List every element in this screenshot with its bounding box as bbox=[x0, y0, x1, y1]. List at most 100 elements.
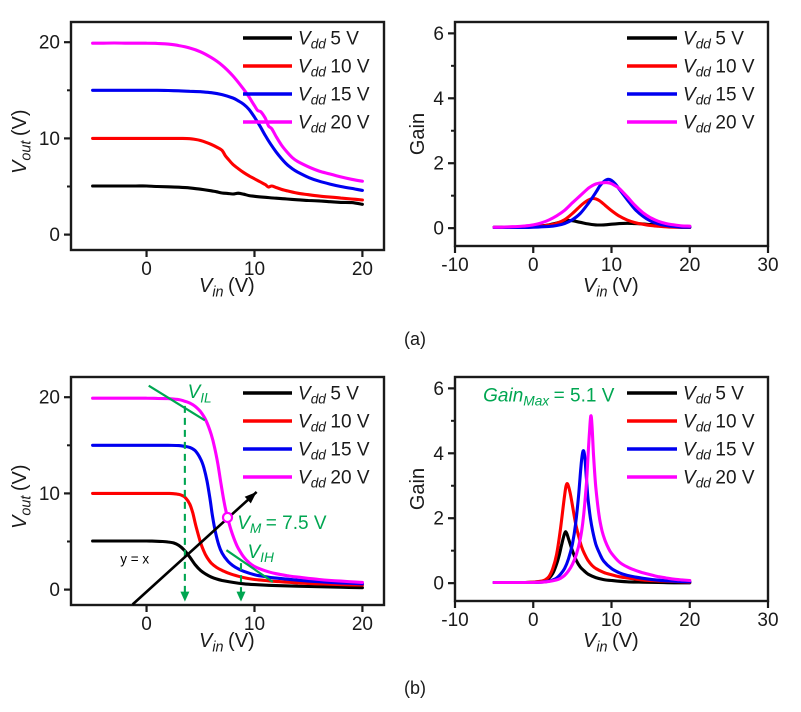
x-tick-label: 0 bbox=[528, 610, 539, 631]
axes: -10 0 10 20 30 0 2 4 6 bbox=[433, 20, 779, 276]
x-tick-label: 10 bbox=[244, 259, 265, 280]
legend-label-vdd15: Vdd 15 V bbox=[683, 440, 755, 463]
curve-vdd15 bbox=[91, 88, 364, 192]
x-tick-label: 30 bbox=[757, 255, 778, 276]
y-axis-title: Vout(V) bbox=[9, 464, 34, 529]
y-tick-label: 6 bbox=[433, 379, 444, 400]
x-tick-label: 20 bbox=[679, 255, 700, 276]
chart-panel-a-left-vout-vin: 0 10 20 0 10 20 Vin (V) Vout(V) Vdd 5 V Vdd 10 V Vdd 1… bbox=[9, 20, 386, 300]
legend-label-vdd15: Vdd 15 V bbox=[298, 85, 370, 108]
legend: Vdd 5 V Vdd 10 V Vdd 15 V Vdd 20 V bbox=[627, 384, 755, 491]
tangent-line bbox=[225, 549, 274, 583]
legend-item-vdd10: Vdd 10 V bbox=[243, 412, 370, 435]
y-tick-label: 6 bbox=[433, 24, 444, 45]
y-axis-title: Vout(V) bbox=[9, 109, 34, 174]
arrowhead bbox=[244, 492, 257, 504]
curve-vdd5 bbox=[492, 530, 692, 585]
x-tick-label: 10 bbox=[601, 610, 622, 631]
y-tick-label: 4 bbox=[433, 89, 444, 110]
x-tick-label: 0 bbox=[528, 255, 539, 276]
legend-label-vdd20: Vdd 20 V bbox=[298, 468, 370, 491]
legend-item-vdd5: Vdd 5 V bbox=[627, 384, 744, 407]
x-tick-label: 10 bbox=[601, 255, 622, 276]
y-tick-label: 20 bbox=[39, 33, 60, 54]
annotation-text: y = x bbox=[120, 552, 149, 567]
legend-label-vdd15: Vdd 15 V bbox=[683, 85, 755, 108]
legend-item-vdd15: Vdd 15 V bbox=[243, 440, 370, 463]
legend-item-vdd5: Vdd 5 V bbox=[243, 384, 359, 407]
legend: Vdd 5 V Vdd 10 V Vdd 15 V Vdd 20 V bbox=[243, 29, 370, 136]
y-tick-label: 20 bbox=[39, 388, 60, 409]
x-tick-label: 0 bbox=[141, 259, 152, 280]
curve-vdd20 bbox=[492, 414, 692, 585]
annotation-label: VIH bbox=[247, 542, 273, 565]
x-axis-title: Vin (V) bbox=[199, 275, 255, 300]
curves bbox=[91, 41, 364, 206]
legend-item-vdd5: Vdd 5 V bbox=[243, 29, 359, 52]
legend: Vdd 5 V Vdd 10 V Vdd 15 V Vdd 20 V bbox=[627, 29, 755, 136]
caption-b: (b) bbox=[404, 678, 426, 698]
x-axis-title: Vin (V) bbox=[583, 275, 639, 300]
chart-panel-b-left-vout-vin: 0 10 20 0 10 20 Vin (V) Vout(V) Vdd 5 V Vdd 10 V Vdd 1… bbox=[9, 375, 386, 655]
x-tick-label: 30 bbox=[757, 610, 778, 631]
svg-text:Gain: Gain bbox=[407, 468, 429, 510]
legend-label-vdd5: Vdd 5 V bbox=[683, 29, 744, 52]
y-axis-title-text: Vout(V) bbox=[9, 109, 34, 174]
legend-item-vdd10: Vdd 10 V bbox=[627, 412, 755, 435]
curve-vdd10 bbox=[91, 491, 364, 587]
curve-vdd15 bbox=[492, 449, 692, 585]
legend: Vdd 5 V Vdd 10 V Vdd 15 V Vdd 20 V bbox=[243, 384, 370, 491]
curve-vdd5 bbox=[91, 184, 364, 206]
legend-label-vdd10: Vdd 10 V bbox=[683, 57, 755, 80]
legend-label-vdd15: Vdd 15 V bbox=[298, 440, 370, 463]
y-equals-x-line bbox=[131, 490, 258, 606]
y-tick-label: 0 bbox=[433, 219, 444, 240]
x-axis-title: Vin (V) bbox=[199, 630, 255, 655]
tangent-line bbox=[148, 384, 206, 422]
x-tick-label: -10 bbox=[441, 610, 468, 631]
x-tick-label: -10 bbox=[441, 255, 468, 276]
y-tick-label: 2 bbox=[433, 509, 444, 530]
legend-item-vdd5: Vdd 5 V bbox=[627, 29, 744, 52]
legend-label-vdd5: Vdd 5 V bbox=[298, 384, 359, 407]
annotations: VIL y = x VM = 7.5 V VIH bbox=[120, 382, 327, 606]
x-tick-label: 20 bbox=[352, 259, 373, 280]
legend-label-vdd20: Vdd 20 V bbox=[683, 113, 755, 136]
legend-item-vdd20: Vdd 20 V bbox=[243, 113, 370, 136]
curve-vdd10 bbox=[91, 136, 364, 202]
y-tick-label: 2 bbox=[433, 154, 444, 175]
curves bbox=[492, 414, 692, 585]
curve-vdd20 bbox=[91, 396, 364, 584]
axes: 0 10 20 0 10 20 bbox=[39, 20, 386, 280]
legend-item-vdd15: Vdd 15 V bbox=[627, 85, 755, 108]
x-tick-label: 20 bbox=[352, 614, 373, 635]
curve-vdd20 bbox=[492, 181, 692, 229]
curve-vdd5 bbox=[91, 539, 364, 590]
switching-point-marker bbox=[221, 511, 234, 524]
annotation-label: VIL bbox=[188, 382, 212, 405]
axes: 0 10 20 0 10 20 bbox=[39, 375, 386, 635]
annotation-label: GainMax = 5.1 V bbox=[483, 385, 615, 408]
annotations: GainMax = 5.1 V bbox=[483, 385, 615, 408]
legend-item-vdd20: Vdd 20 V bbox=[627, 113, 755, 136]
legend-item-vdd10: Vdd 10 V bbox=[627, 57, 755, 80]
legend-item-vdd15: Vdd 15 V bbox=[627, 440, 755, 463]
curve-vdd20 bbox=[91, 41, 364, 183]
axes: -10 0 10 20 30 0 2 4 6 bbox=[433, 375, 779, 631]
arrowhead bbox=[236, 591, 246, 602]
y-tick-label: 4 bbox=[433, 444, 444, 465]
y-tick-label: 0 bbox=[49, 225, 60, 246]
legend-label-vdd20: Vdd 20 V bbox=[683, 468, 755, 491]
arrowhead bbox=[180, 591, 190, 602]
y-axis-title: Gain bbox=[407, 113, 429, 155]
y-axis-title: Gain bbox=[407, 468, 429, 510]
legend-item-vdd20: Vdd 20 V bbox=[627, 468, 755, 491]
curve-vdd10 bbox=[492, 482, 692, 585]
y-tick-label: 10 bbox=[39, 129, 60, 150]
x-tick-label: 0 bbox=[141, 614, 152, 635]
legend-label-vdd5: Vdd 5 V bbox=[683, 384, 744, 407]
legend-label-vdd10: Vdd 10 V bbox=[298, 412, 370, 435]
legend-item-vdd20: Vdd 20 V bbox=[243, 468, 370, 491]
